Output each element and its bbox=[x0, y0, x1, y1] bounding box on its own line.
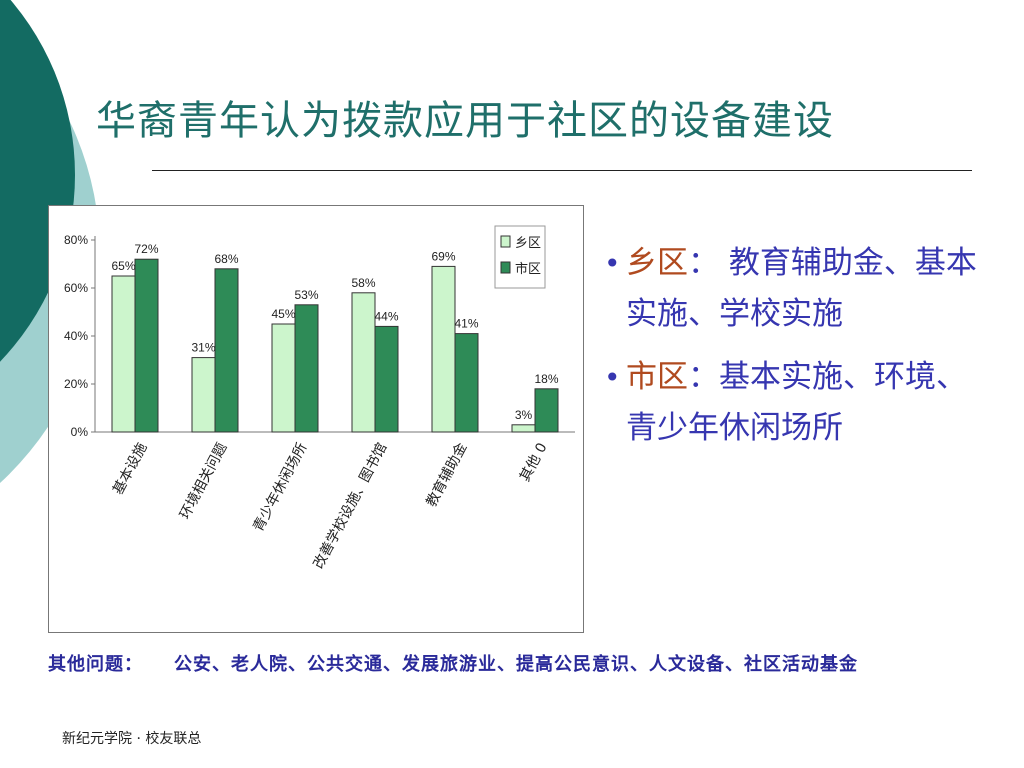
bullet-text-urban: 基本实施、环境、青少年休闲场所 bbox=[626, 359, 967, 446]
bar bbox=[111, 275, 136, 433]
bar bbox=[351, 292, 376, 433]
bullet-text-rural: 教育辅助金、基本实施、学校实施 bbox=[626, 245, 977, 332]
legend-label: 乡区 bbox=[515, 236, 541, 251]
bar bbox=[511, 424, 536, 433]
data-label: 72% bbox=[134, 242, 158, 256]
bar bbox=[191, 357, 216, 433]
bar bbox=[271, 323, 296, 433]
bar-chart: 0% 20% 40% 60% 80% 65% 72% 基本设施 31% 68% 环境相关问题 45% 5… bbox=[64, 225, 575, 572]
bar bbox=[214, 268, 239, 433]
y-tick-label: 0% bbox=[71, 425, 89, 439]
data-label: 69% bbox=[431, 249, 455, 263]
bar bbox=[454, 333, 479, 433]
y-tick-label: 80% bbox=[64, 233, 88, 247]
bar bbox=[534, 388, 559, 433]
data-label: 58% bbox=[351, 276, 375, 290]
other-issues-label: 其他问题： bbox=[48, 654, 143, 675]
data-label: 45% bbox=[271, 307, 295, 321]
bullet-key-rural: 乡区 bbox=[626, 245, 688, 281]
bullet-item-rural: • 乡区： 教育辅助金、基本实施、学校实施 bbox=[604, 238, 984, 340]
bullet-list: • 乡区： 教育辅助金、基本实施、学校实施 • 市区：基本实施、环境、青少年休闲… bbox=[604, 238, 984, 466]
other-issues-note: 其他问题： 公安、老人院、公共交通、发展旅游业、提高公民意识、人文设备、社区活动基… bbox=[48, 650, 998, 680]
bar bbox=[134, 258, 159, 433]
y-tick-label: 40% bbox=[64, 329, 88, 343]
bullet-key-urban: 市区 bbox=[626, 359, 688, 395]
y-tick-label: 20% bbox=[64, 377, 88, 391]
category-label: 教育辅助金 bbox=[424, 440, 471, 509]
legend-swatch bbox=[500, 261, 511, 274]
data-label: 53% bbox=[294, 288, 318, 302]
data-label: 65% bbox=[111, 259, 135, 273]
data-label: 31% bbox=[191, 341, 215, 355]
category-label: 改善学校设施、图书馆 bbox=[310, 440, 391, 572]
bullet-item-urban: • 市区：基本实施、环境、青少年休闲场所 bbox=[604, 352, 984, 454]
bar-chart-frame: 0% 20% 40% 60% 80% 65% 72% 基本设施 31% 68% 环境相关问题 45% 5… bbox=[48, 205, 584, 633]
bullet-sep-rural: ： bbox=[688, 245, 719, 281]
page-title: 华裔青年认为拨款应用于社区的设备建设 bbox=[96, 98, 834, 144]
category-label: 环境相关问题 bbox=[177, 440, 231, 522]
bar bbox=[374, 325, 399, 433]
category-label: 其他 0 bbox=[517, 440, 551, 484]
bar bbox=[431, 265, 456, 433]
data-label: 3% bbox=[515, 408, 533, 422]
category-label: 青少年休闲场所 bbox=[250, 440, 310, 534]
legend-label: 市区 bbox=[515, 261, 541, 277]
bullet-marker: • bbox=[604, 361, 621, 394]
title-divider bbox=[152, 170, 972, 171]
data-label: 44% bbox=[374, 309, 398, 323]
y-tick-label: 60% bbox=[64, 281, 88, 295]
bar bbox=[294, 304, 319, 433]
legend-swatch bbox=[500, 235, 511, 248]
data-label: 41% bbox=[454, 317, 478, 331]
data-label: 68% bbox=[214, 252, 238, 266]
category-label: 基本设施 bbox=[109, 440, 150, 497]
data-label: 18% bbox=[534, 372, 558, 386]
footer-text: 新纪元学院 · 校友联总 bbox=[62, 731, 202, 747]
legend-box bbox=[494, 225, 546, 289]
other-issues-text: 公安、老人院、公共交通、发展旅游业、提高公民意识、人文设备、社区活动基金 bbox=[174, 654, 858, 675]
bullet-sep-urban: ： bbox=[688, 359, 719, 395]
bullet-marker: • bbox=[604, 247, 621, 280]
